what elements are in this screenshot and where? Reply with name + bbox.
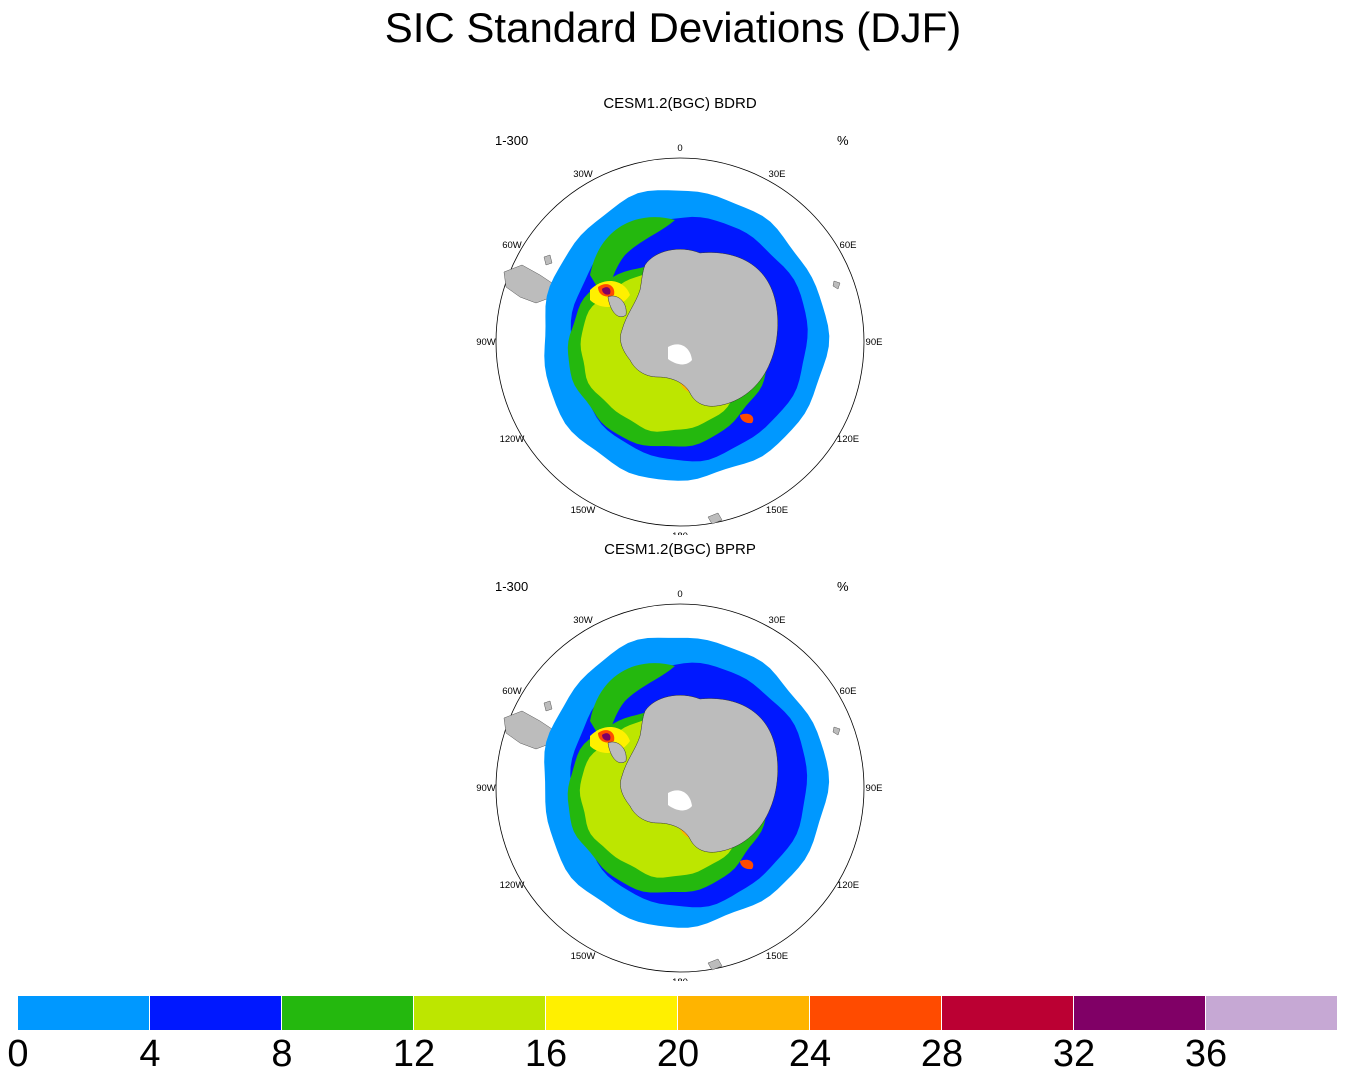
longitude-label: 0 <box>677 143 682 154</box>
colorbar-tick-label: 0 <box>7 1033 29 1075</box>
ross-ice-shelf <box>668 344 692 365</box>
longitude-label: 120W <box>500 880 525 891</box>
longitude-label: 120E <box>837 434 859 445</box>
panel-left-label: 1-300 <box>495 133 529 148</box>
antarctica-landmass <box>620 248 779 407</box>
longitude-label: 150W <box>571 505 596 516</box>
polar-map: 0 30E 60E 90E 120E 150E 180 150W 120W 90W 60W 30W <box>476 143 882 535</box>
longitude-label: 90E <box>866 337 883 348</box>
longitude-label: 150E <box>766 505 788 516</box>
colorbar-tick-label: 4 <box>139 1033 161 1075</box>
ross-ice-shelf <box>668 790 692 811</box>
antarctic-peninsula <box>607 741 627 763</box>
island <box>543 700 553 712</box>
colorbar-tick-label: 16 <box>524 1033 568 1075</box>
antarctic-peninsula <box>607 295 627 317</box>
new-zealand-landmass <box>707 958 723 971</box>
island <box>543 254 553 266</box>
longitude-label: 180 <box>672 531 688 535</box>
panel-units-label: % <box>837 579 849 594</box>
longitude-label: 120E <box>837 880 859 891</box>
colorbar-tick-label: 20 <box>656 1033 700 1075</box>
colorbar-swatch <box>810 996 942 1030</box>
island <box>832 726 841 736</box>
sea-ice-field <box>495 157 865 527</box>
longitude-label: 150E <box>766 951 788 962</box>
longitude-label: 60W <box>502 686 522 697</box>
colorbar-swatch <box>1074 996 1206 1030</box>
longitude-labels: 0 30E 60E 90E 120E 150E 180 150W 120W 90W 60W 30W <box>476 143 882 535</box>
longitude-label: 150W <box>571 951 596 962</box>
colorbar-swatch <box>18 996 150 1030</box>
panel-title: CESM1.2(BGC) BPRP <box>604 541 756 558</box>
colorbar-swatch <box>150 996 282 1030</box>
longitude-label: 60E <box>840 686 857 697</box>
longitude-label: 30E <box>769 169 786 180</box>
sea-ice-band-32-36 <box>602 287 611 295</box>
longitude-label: 30W <box>573 169 593 180</box>
colorbar-ticks: 0 4 8 12 16 20 24 28 32 36 <box>0 1032 1346 1078</box>
map-panel-2: CESM1.2(BGC) BPRP 1-300 % 0 30E 60E 90E 120E… <box>440 541 920 981</box>
colorbar-swatch <box>1206 996 1338 1030</box>
colorbar-swatch <box>414 996 546 1030</box>
colorbar-swatch <box>678 996 810 1030</box>
new-zealand-landmass <box>707 512 723 525</box>
colorbar-tick-label: 24 <box>788 1033 832 1075</box>
longitude-label: 90E <box>866 783 883 794</box>
longitude-label: 30W <box>573 615 593 626</box>
longitude-label: 90W <box>476 783 496 794</box>
longitude-labels: 0 30E 60E 90E 120E 150E 180 150W 120W 90W 60W 30W <box>476 589 882 981</box>
colorbar-tick-label: 8 <box>271 1033 293 1075</box>
longitude-label: 0 <box>677 589 682 600</box>
panel-left-label: 1-300 <box>495 579 529 594</box>
panel-title: CESM1.2(BGC) BDRD <box>603 95 757 112</box>
colorbar <box>18 996 1338 1030</box>
colorbar-tick-label: 12 <box>392 1033 436 1075</box>
longitude-label: 90W <box>476 337 496 348</box>
panel-units-label: % <box>837 133 849 148</box>
longitude-label: 180 <box>672 977 688 981</box>
polar-map: 0 30E 60E 90E 120E 150E 180 150W 120W 90W 60W 30W <box>476 589 882 981</box>
sea-ice-band-32-36 <box>602 733 611 741</box>
colorbar-tick-label: 32 <box>1052 1033 1096 1075</box>
antarctica-landmass <box>620 694 779 853</box>
colorbar-swatch <box>546 996 678 1030</box>
longitude-label: 60E <box>840 240 857 251</box>
sea-ice-band-24-28 <box>740 859 754 870</box>
longitude-label: 60W <box>502 240 522 251</box>
colorbar-tick-label: 28 <box>920 1033 964 1075</box>
colorbar-swatch <box>282 996 414 1030</box>
longitude-label: 120W <box>500 434 525 445</box>
colorbar-tick-label: 36 <box>1184 1033 1228 1075</box>
longitude-label: 30E <box>769 615 786 626</box>
map-panel-1: CESM1.2(BGC) BDRD 1-300 % 0 30E 60E 90E 120E… <box>440 95 920 535</box>
figure-title: SIC Standard Deviations (DJF) <box>384 4 962 51</box>
sea-ice-field <box>495 603 865 973</box>
sea-ice-band-24-28 <box>740 413 754 424</box>
colorbar-swatch <box>942 996 1074 1030</box>
island <box>832 280 841 290</box>
